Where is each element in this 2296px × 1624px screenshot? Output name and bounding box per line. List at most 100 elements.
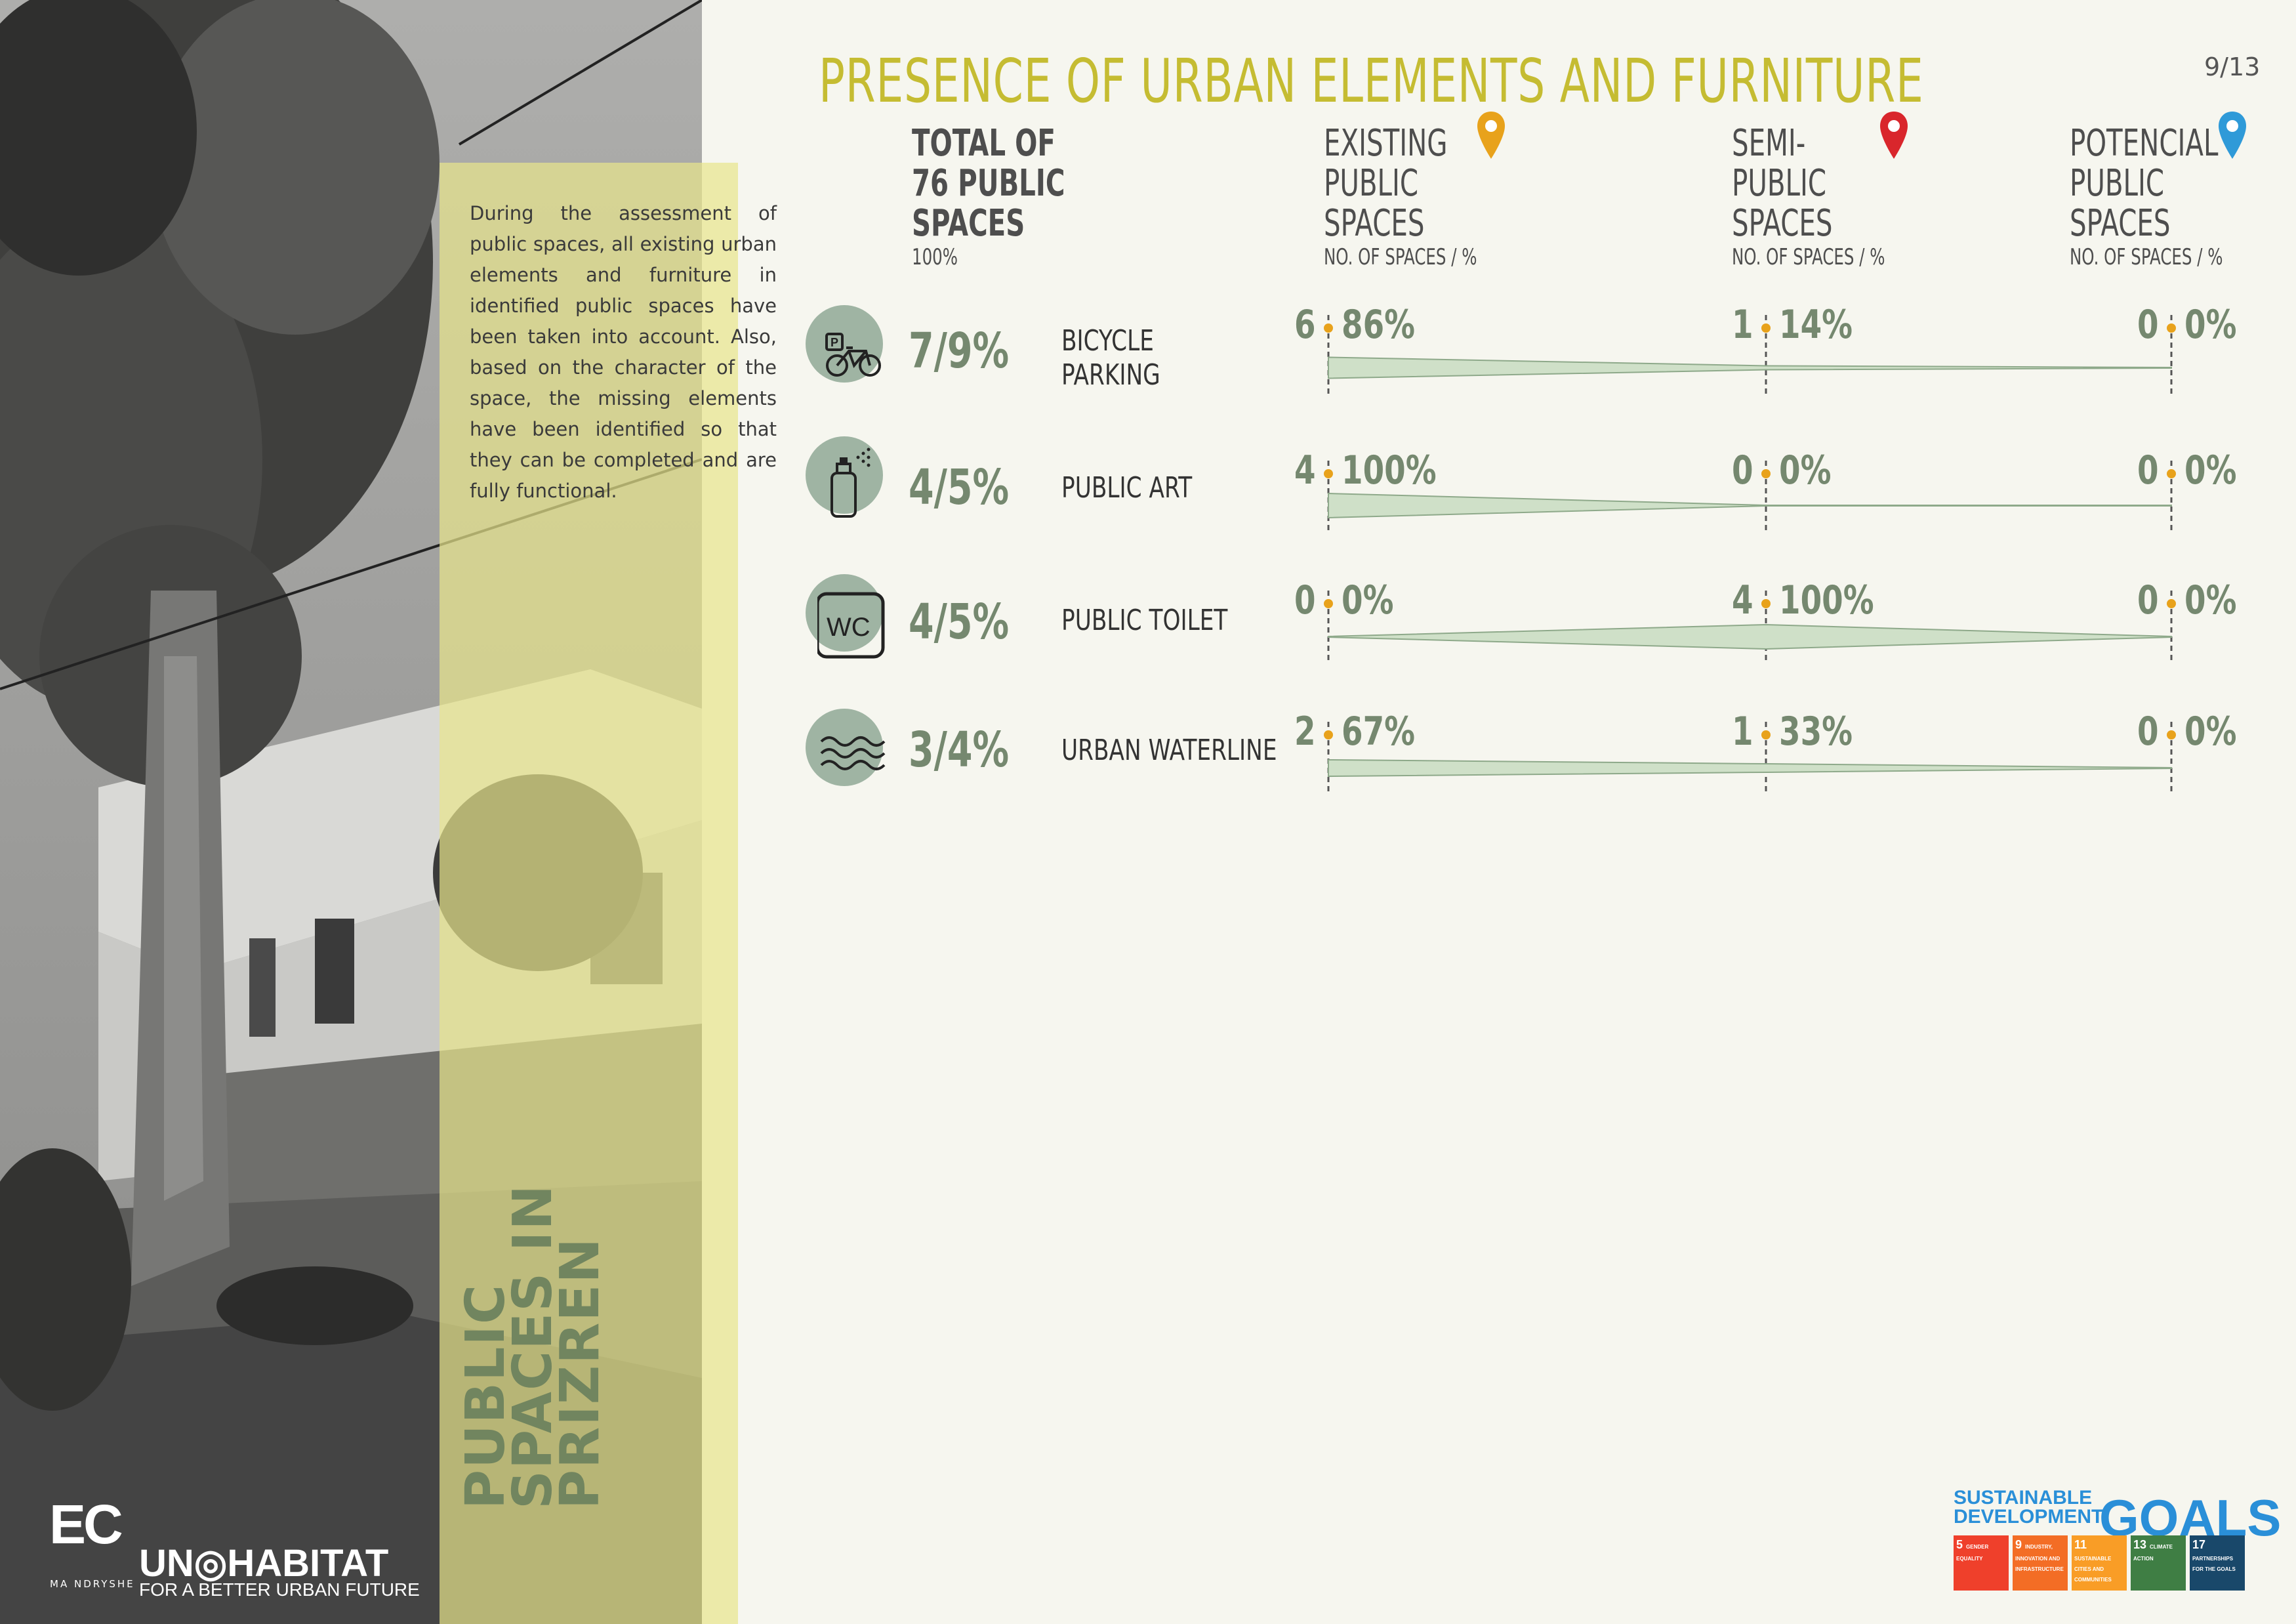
header-line: PUBLIC xyxy=(1324,162,1418,205)
percent-value: 67% xyxy=(1342,709,1416,755)
waves-icon xyxy=(806,709,886,786)
sdg-title: SUSTAINABLE DEVELOPMENT xyxy=(1954,1487,2250,1528)
sdg-goal-number: 9 xyxy=(2015,1538,2026,1551)
count-value: 0 xyxy=(2137,709,2159,755)
un-habitat-logo: UN◎HABITAT xyxy=(139,1542,389,1585)
yellow-overlay-band xyxy=(440,163,738,1624)
count-value: 0 xyxy=(2137,448,2159,493)
page-title: PRESENCE OF URBAN ELEMENTS AND FURNITURE xyxy=(819,46,1924,116)
sdg-goal-box: 17 PARTNERSHIPS FOR THE GOALS xyxy=(2190,1535,2245,1591)
sdg-goal-label: SUSTAINABLE CITIES AND COMMUNITIES xyxy=(2074,1556,2112,1583)
header-line: SPACES xyxy=(912,202,1025,245)
row-label-line: BICYCLE xyxy=(1061,324,1154,358)
ec-logo: EC xyxy=(49,1493,123,1555)
sdg-goal-label: PARTNERSHIPS FOR THE GOALS xyxy=(2192,1556,2236,1572)
sdg-goal-label: INDUSTRY, INNOVATION AND INFRASTRUCTURE xyxy=(2015,1544,2064,1572)
column-marker xyxy=(2167,323,2176,333)
count-value: 0 xyxy=(1294,577,1316,623)
header-line: SPACES xyxy=(1732,202,1833,245)
spray-can-icon xyxy=(806,436,883,518)
row-ratio: 4/5% xyxy=(909,459,1010,516)
distribution-band xyxy=(1328,356,2172,379)
orange-map-pin-icon xyxy=(1477,112,1505,159)
potential-column-header: POTENCIAL PUBLIC SPACES NO. OF SPACES / … xyxy=(2070,123,2223,271)
percent-value: 14% xyxy=(1779,302,1853,348)
header-sub: NO. OF SPACES / % xyxy=(1324,244,1477,270)
count-value: 4 xyxy=(1732,577,1753,623)
wc-icon: WC xyxy=(806,574,885,659)
row-label: PUBLIC TOILET xyxy=(1061,604,1228,637)
row-label: PUBLIC ART xyxy=(1061,471,1193,505)
svg-text:WC: WC xyxy=(827,613,871,642)
count-value: 0 xyxy=(2137,302,2159,348)
column-marker xyxy=(1761,469,1771,478)
header-sub: NO. OF SPACES / % xyxy=(2070,244,2223,270)
column-marker xyxy=(1761,323,1771,333)
semi-column-header: SEMI- PUBLIC SPACES NO. OF SPACES / % xyxy=(1732,123,1885,271)
bicycle-parking-icon: P xyxy=(806,305,883,383)
column-marker xyxy=(1324,469,1333,478)
header-line: SPACES xyxy=(2070,202,2171,245)
row-ratio: 4/5% xyxy=(909,594,1010,650)
column-marker xyxy=(1324,323,1333,333)
total-column-header: TOTAL OF 76 PUBLIC SPACES 100% xyxy=(912,123,1065,271)
un-habitat-tagline: FOR A BETTER URBAN FUTURE xyxy=(139,1579,420,1600)
header-sub: NO. OF SPACES / % xyxy=(1732,244,1885,270)
column-marker xyxy=(1761,730,1771,739)
sdg-goal-number: 17 xyxy=(2192,1538,2206,1551)
sdg-logo: SUSTAINABLE DEVELOPMENT GOALS 5 GENDER E… xyxy=(1954,1487,2281,1591)
background-mask xyxy=(702,0,738,163)
header-sub: 100% xyxy=(912,244,958,270)
ec-logo-subtitle: MA NDRYSHE xyxy=(50,1578,135,1590)
vertical-title: PUBLIC SPACES IN PRIZREN xyxy=(455,1102,611,1509)
percent-value: 100% xyxy=(1779,577,1874,623)
header-line: SEMI- xyxy=(1732,122,1806,165)
intro-paragraph: During the assessment of public spaces, … xyxy=(470,202,777,502)
percent-value: 0% xyxy=(1342,577,1394,623)
percent-value: 0% xyxy=(2184,448,2237,493)
row-label: URBAN WATERLINE xyxy=(1061,734,1277,767)
percent-value: 33% xyxy=(1779,709,1853,755)
sdg-goal-box: 9 INDUSTRY, INNOVATION AND INFRASTRUCTUR… xyxy=(2013,1535,2068,1591)
sdg-goal-label: CLIMATE ACTION xyxy=(2133,1544,2173,1562)
distribution-band xyxy=(1328,492,2172,519)
header-line: 76 PUBLIC xyxy=(912,162,1065,205)
percent-value: 100% xyxy=(1342,448,1437,493)
sdg-goal-box: 5 GENDER EQUALITY xyxy=(1954,1535,2009,1591)
count-value: 2 xyxy=(1294,709,1316,755)
sdg-goal-boxes: 5 GENDER EQUALITY 9 INDUSTRY, INNOVATION … xyxy=(1954,1535,2245,1591)
percent-value: 0% xyxy=(1779,448,1832,493)
header-line: SPACES xyxy=(1324,202,1425,245)
column-marker xyxy=(2167,599,2176,608)
count-value: 0 xyxy=(2137,577,2159,623)
header-line: PUBLIC xyxy=(1732,162,1826,205)
column-marker xyxy=(2167,469,2176,478)
sdg-goal-box: 11 SUSTAINABLE CITIES AND COMMUNITIES xyxy=(2072,1535,2127,1591)
sdg-goal-box: 13 CLIMATE ACTION xyxy=(2131,1535,2186,1591)
percent-value: 0% xyxy=(2184,302,2237,348)
sdg-goal-number: 13 xyxy=(2133,1538,2150,1551)
svg-text:P: P xyxy=(830,336,838,349)
header-line: POTENCIAL xyxy=(2070,122,2219,165)
percent-value: 0% xyxy=(2184,709,2237,755)
header-line: EXISTING xyxy=(1324,122,1448,165)
count-value: 6 xyxy=(1294,302,1316,348)
sdg-goal-label: GENDER EQUALITY xyxy=(1956,1544,1989,1562)
percent-value: 86% xyxy=(1342,302,1416,348)
count-value: 4 xyxy=(1294,448,1316,493)
row-ratio: 3/4% xyxy=(909,722,1010,778)
page-number: 9/13 xyxy=(2204,52,2261,81)
column-marker xyxy=(1761,599,1771,608)
column-marker xyxy=(2167,730,2176,739)
sdg-title-line: DEVELOPMENT xyxy=(1954,1506,2104,1528)
existing-column-header: EXISTING PUBLIC SPACES NO. OF SPACES / % xyxy=(1324,123,1477,271)
count-value: 1 xyxy=(1732,709,1753,755)
sdg-title-line: SUSTAINABLE xyxy=(1954,1487,2093,1509)
percent-value: 0% xyxy=(2184,577,2237,623)
vertical-title-line: PRIZREN xyxy=(549,1237,611,1509)
sdg-goal-number: 5 xyxy=(1956,1538,1967,1551)
row-label: BICYCLE PARKING xyxy=(1061,324,1160,392)
blue-map-pin-icon xyxy=(2219,112,2246,159)
column-marker xyxy=(1324,599,1333,608)
row-ratio: 7/9% xyxy=(909,323,1010,379)
